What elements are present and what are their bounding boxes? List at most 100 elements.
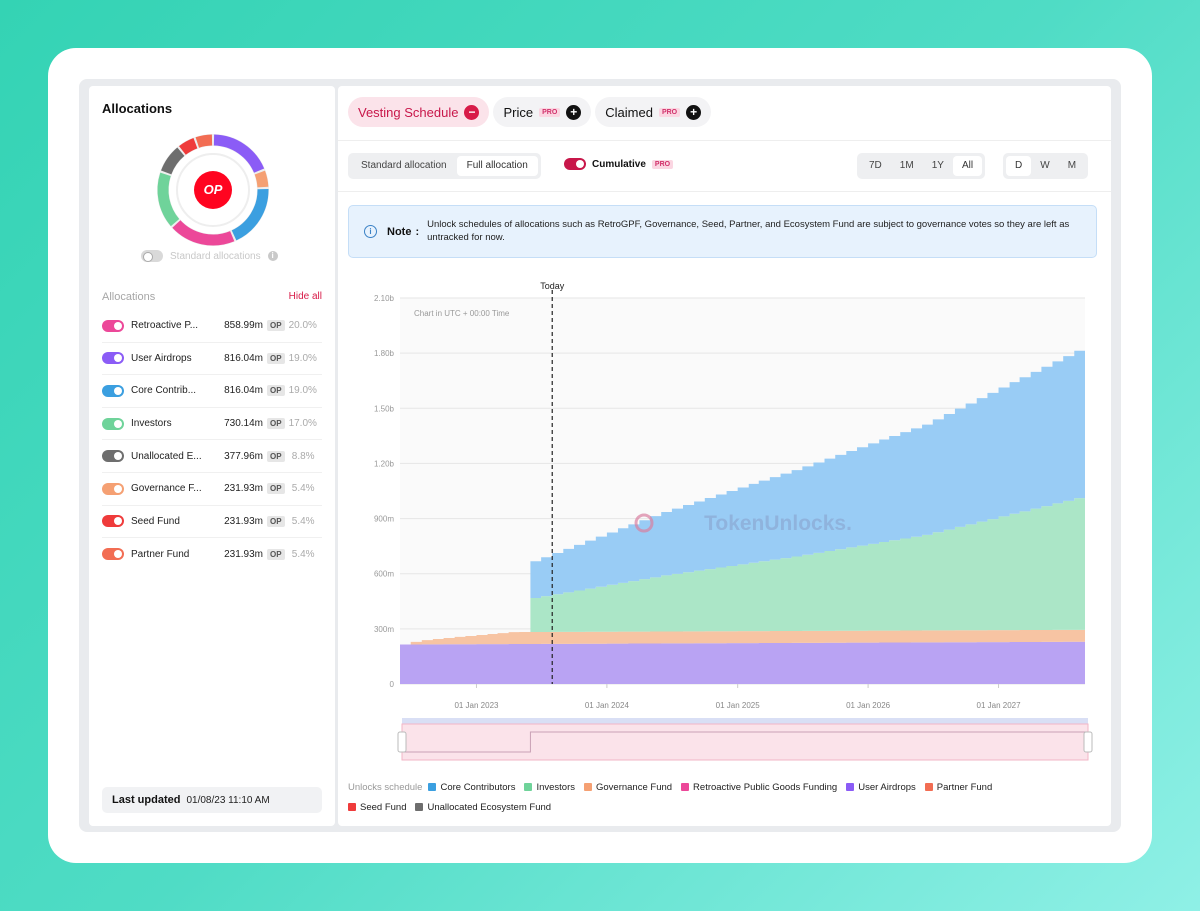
allocation-toggle[interactable]: [102, 384, 124, 397]
info-icon[interactable]: i: [267, 251, 278, 261]
legend-item[interactable]: Investors: [524, 782, 575, 793]
x-tick-label: 01 Jan 2027: [977, 701, 1022, 710]
legend-item[interactable]: Governance Fund: [584, 782, 672, 793]
navigator-top-bar[interactable]: [402, 718, 1088, 724]
series-area[interactable]: [400, 350, 1085, 645]
legend-swatch: [681, 783, 690, 791]
legend-label: User Airdrops: [858, 781, 916, 793]
allocation-donut: OP: [157, 134, 269, 246]
allocation-name: Investors: [131, 418, 172, 430]
donut-segment[interactable]: [254, 170, 269, 188]
tab-price[interactable]: Price PRO +: [493, 97, 592, 127]
navigator-series-line: [402, 731, 1088, 753]
granularity-switch: D W M: [1003, 153, 1089, 179]
allocation-percent: 19.0%: [288, 385, 317, 397]
allocation-name: Unallocated E...: [131, 450, 202, 462]
token-badge: OP: [267, 548, 285, 560]
full-allocation-button[interactable]: Full allocation: [456, 156, 538, 176]
tab-bar: Vesting Schedule − Price PRO + Claimed P…: [348, 97, 712, 127]
range-1m-button[interactable]: 1M: [899, 160, 914, 171]
y-tick-label: 1.20b: [374, 459, 395, 468]
donut-segment[interactable]: [195, 134, 213, 148]
legend-item[interactable]: Core Contributors: [428, 782, 515, 793]
tokenunlocks-watermark: TokenUnlocks.: [704, 512, 852, 535]
hide-all-button[interactable]: Hide all: [288, 291, 322, 302]
legend-swatch: [524, 783, 533, 791]
x-tick-label: 01 Jan 2026: [846, 701, 891, 710]
legend-label: Seed Fund: [360, 801, 407, 813]
tab-claimed[interactable]: Claimed PRO +: [595, 97, 712, 127]
allocation-row: Retroactive P... 858.99m OP 20.0%: [102, 310, 322, 343]
granularity-day-button[interactable]: D: [1006, 156, 1032, 176]
time-range-switch: 7D 1M 1Y All: [857, 153, 986, 179]
allocation-amount: 858.99m: [224, 320, 263, 332]
series-area[interactable]: [400, 629, 1085, 645]
standard-allocations-toggle[interactable]: [141, 250, 163, 262]
allocation-mode-switch: Standard allocation Full allocation: [348, 153, 541, 179]
token-badge: OP: [267, 352, 285, 364]
allocation-toggle[interactable]: [102, 450, 124, 463]
legend-label: Unallocated Ecosystem Fund: [427, 801, 552, 813]
range-1y-button[interactable]: 1Y: [931, 160, 944, 171]
legend-label: Investors: [536, 781, 575, 793]
allocation-toggle[interactable]: [102, 515, 124, 528]
donut-segment[interactable]: [231, 188, 269, 241]
allocation-name: User Airdrops: [131, 352, 192, 364]
navigator-handle[interactable]: [1083, 731, 1093, 753]
y-tick-label: 600m: [374, 570, 394, 579]
range-all-button[interactable]: All: [952, 156, 983, 176]
y-tick-label: 2.10b: [374, 294, 395, 303]
standard-allocations-label: Standard allocations: [170, 250, 261, 262]
legend-item[interactable]: Retroactive Public Goods Funding: [681, 782, 837, 793]
standard-allocation-button[interactable]: Standard allocation: [361, 160, 447, 171]
series-area[interactable]: [400, 641, 1085, 684]
allocation-toggle[interactable]: [102, 548, 124, 561]
legend-item[interactable]: Partner Fund: [924, 781, 993, 793]
standard-allocations-row: Standard allocations i: [141, 250, 278, 262]
x-tick-label: 01 Jan 2024: [585, 701, 630, 710]
donut-segment[interactable]: [213, 134, 265, 174]
legend-label: Retroactive Public Goods Funding: [693, 781, 838, 793]
donut-segment[interactable]: [157, 172, 180, 227]
legend-item[interactable]: User Airdrops: [846, 782, 916, 793]
cumulative-toggle[interactable]: [564, 158, 586, 170]
range-7d-button[interactable]: 7D: [869, 160, 882, 171]
allocation-percent: 19.0%: [288, 352, 317, 364]
series-area[interactable]: [400, 498, 1085, 645]
allocation-amount: 231.93m: [224, 548, 263, 560]
allocation-toggle[interactable]: [102, 319, 124, 332]
donut-segment[interactable]: [161, 147, 185, 175]
minus-icon[interactable]: −: [464, 104, 480, 120]
legend-item[interactable]: Seed Fund: [348, 802, 406, 813]
legend-swatch: [428, 783, 437, 791]
tab-label: Vesting Schedule: [358, 104, 459, 120]
divider: [338, 140, 1111, 141]
plus-icon[interactable]: +: [566, 104, 582, 120]
granularity-month-button[interactable]: M: [1067, 160, 1077, 171]
plus-icon[interactable]: +: [686, 104, 702, 120]
legend-swatch: [415, 803, 424, 811]
lock-icon: [634, 513, 654, 533]
allocation-toggle[interactable]: [102, 417, 124, 430]
y-tick-label: 900m: [374, 515, 394, 524]
allocations-list-header: Allocations Hide all: [102, 291, 322, 303]
legend-swatch: [584, 783, 592, 791]
donut-segment[interactable]: [179, 138, 198, 155]
note-text: Unlock schedules of allocations such as …: [427, 218, 1070, 243]
allocation-toggle[interactable]: [102, 352, 124, 365]
donut-segment[interactable]: [172, 220, 235, 246]
allocation-row: Governance F... 231.93m OP 5.4%: [102, 473, 322, 506]
tab-vesting-schedule[interactable]: Vesting Schedule −: [348, 97, 490, 127]
range-navigator[interactable]: [401, 723, 1089, 761]
token-badge: OP: [267, 385, 285, 397]
legend-title: Unlocks schedule: [348, 781, 423, 793]
token-badge: OP: [267, 320, 285, 332]
legend-label: Partner Fund: [936, 781, 993, 793]
allocation-row: User Airdrops 816.04m OP 19.0%: [102, 343, 322, 376]
allocation-toggle[interactable]: [102, 482, 124, 495]
allocation-percent: 20.0%: [288, 320, 317, 332]
granularity-week-button[interactable]: W: [1040, 160, 1050, 171]
allocation-amount: 730.14m: [224, 418, 263, 430]
navigator-handle[interactable]: [397, 731, 407, 753]
legend-item[interactable]: Unallocated Ecosystem Fund: [415, 802, 551, 813]
